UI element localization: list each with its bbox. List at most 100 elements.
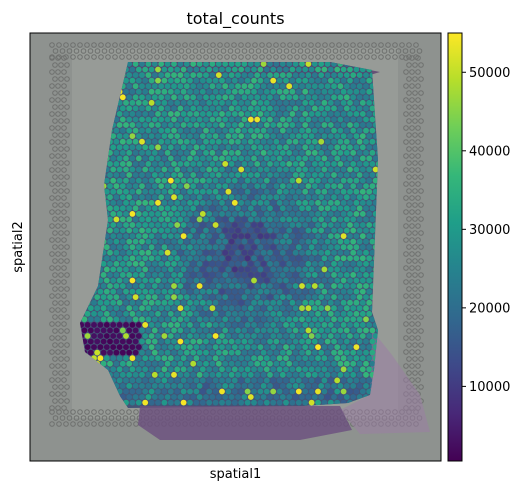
spot (219, 166, 225, 173)
spot (206, 377, 213, 384)
spot (203, 260, 209, 267)
fiducial-marker (64, 384, 70, 390)
fiducial-marker (66, 415, 73, 421)
spot (267, 172, 273, 178)
spot (270, 88, 277, 95)
spot (225, 366, 232, 373)
spot (356, 161, 363, 167)
spot (129, 399, 136, 406)
spot (299, 183, 305, 190)
spot (318, 194, 325, 201)
spot (279, 272, 286, 278)
spot (347, 77, 353, 84)
spot (299, 227, 305, 234)
spot (129, 244, 136, 251)
spot (273, 194, 280, 201)
fiducial-marker (64, 132, 70, 138)
spot (193, 199, 200, 206)
spot (289, 244, 296, 251)
spot (219, 211, 225, 217)
spot (318, 149, 325, 156)
spot (347, 333, 353, 339)
spot (356, 83, 363, 90)
spot (315, 166, 321, 173)
spot (347, 277, 353, 284)
spot (145, 127, 152, 134)
spot (321, 122, 328, 128)
fiducial-marker (367, 48, 374, 54)
spot (119, 238, 126, 245)
fiducial-marker (52, 384, 58, 390)
spot (331, 349, 337, 356)
spot (158, 394, 165, 400)
spot (228, 305, 235, 312)
spot (183, 394, 190, 400)
spot (273, 127, 280, 134)
fiducial-marker (61, 377, 67, 383)
spot (273, 138, 280, 145)
fiducial-marker (403, 307, 409, 313)
spot (254, 349, 261, 356)
spot (126, 371, 133, 378)
spot (295, 333, 302, 339)
spot (337, 205, 344, 212)
spot (190, 227, 197, 234)
spot (263, 188, 270, 195)
spot (302, 322, 309, 328)
spot (263, 133, 270, 140)
spot (142, 99, 149, 106)
spot (215, 161, 222, 167)
spot (183, 227, 190, 234)
fiducial-marker (154, 42, 160, 48)
spot (187, 310, 193, 317)
spot (279, 194, 286, 201)
spot (289, 77, 296, 84)
fiducial-marker (415, 223, 421, 229)
fiducial-marker (55, 69, 61, 75)
spot (369, 127, 376, 134)
spot (110, 233, 117, 240)
spot (123, 388, 129, 395)
spot (276, 299, 283, 306)
spot (311, 62, 318, 67)
spot (177, 305, 184, 312)
fiducial-marker (196, 54, 202, 60)
fiducial-marker (418, 174, 424, 180)
fiducial-marker (406, 174, 412, 180)
spot (135, 77, 142, 84)
spot (375, 172, 378, 178)
spot (87, 349, 94, 356)
spot (254, 383, 261, 389)
spot (369, 161, 376, 167)
spot (187, 99, 193, 106)
spot (366, 244, 373, 251)
spot (119, 272, 126, 278)
spot (155, 177, 161, 184)
spot (129, 322, 136, 328)
spot (199, 277, 206, 284)
fiducial-marker (418, 258, 424, 264)
fiducial-marker (406, 202, 412, 208)
fiducial-marker (52, 62, 58, 68)
spot (212, 355, 219, 362)
spot (219, 188, 225, 195)
spot (151, 227, 158, 234)
fiducial-marker (409, 265, 415, 271)
spot (151, 371, 158, 378)
spot (142, 344, 149, 350)
spot (318, 305, 325, 312)
spot (283, 255, 289, 262)
spot (164, 327, 171, 334)
spot (267, 327, 273, 334)
spot (337, 127, 344, 134)
fiducial-marker (49, 265, 55, 271)
spot (331, 149, 337, 156)
fiducial-marker (64, 258, 70, 264)
fiducial-marker (231, 54, 237, 60)
spot (158, 383, 165, 389)
fiducial-marker (415, 209, 421, 215)
spot (203, 116, 209, 123)
spot (337, 183, 344, 190)
fiducial-marker (297, 48, 304, 54)
spot (206, 99, 213, 106)
